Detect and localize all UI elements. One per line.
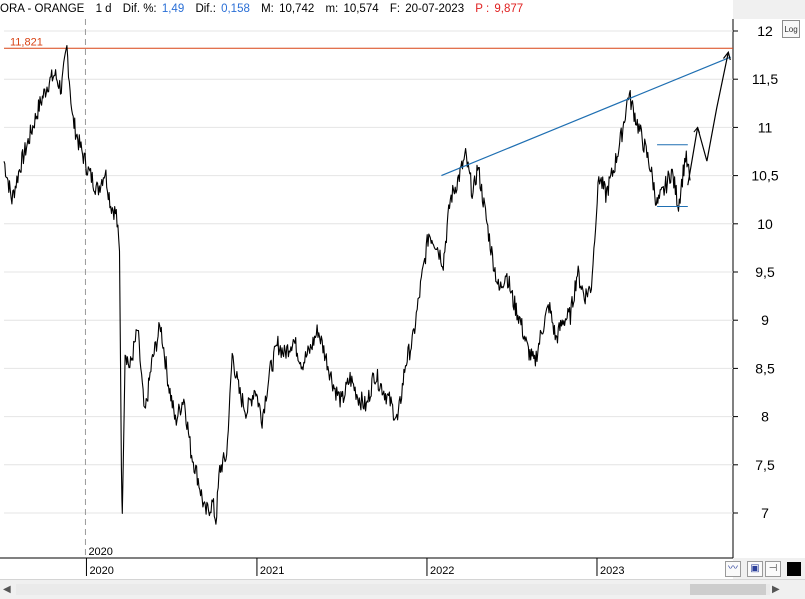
dif-pct-label: Dif. %: [122,3,157,15]
projection-mid-arrowhead [693,126,701,134]
y-tick-label: 8,5 [755,360,775,376]
plot-area [0,19,733,558]
y-tick-label: 9 [761,312,769,328]
y-tick-label: 7 [761,505,769,521]
interval-label: 1 d [95,3,112,15]
scroll-left-icon[interactable]: ◀ [3,584,11,595]
y-axis-panel [733,19,805,558]
trendline [441,56,731,177]
y-tick-label: 12 [757,23,773,39]
y-tick-label: 10 [757,216,773,232]
max-label: M: [261,3,274,15]
date-label: F: [389,3,401,15]
date-value: 20-07-2023 [405,3,465,15]
price-label: P : [475,3,490,15]
chart-header: ORA - ORANGE 1 d Dif. %: 1,49 Dif.: 0,15… [0,0,733,20]
dif-value: 0,158 [221,3,250,15]
x-axis-panel [0,558,733,579]
pin-icon[interactable]: ⊣ [765,561,781,577]
price-chart[interactable]: 7 7,5 8 8,5 9 9,5 10 10,5 11 11,5 12 2020 2021 2022 20… [0,0,805,579]
y-tick-label: 11 [758,119,773,135]
price-series-line [3,45,691,525]
projection-arrowhead [722,50,731,61]
y-tick-label: 9,5 [755,264,775,280]
min-value: 10,574 [343,3,379,15]
x-tick-label: 2020 [89,565,113,577]
scroll-track[interactable] [16,584,770,595]
horizontal-scrollbar[interactable]: ◀ ▶ [0,579,805,599]
scroll-thumb[interactable] [690,584,766,595]
y-tick-label: 8 [761,409,769,425]
color-swatch-icon[interactable] [787,562,801,576]
cursor-date-label: 2020 [88,546,112,558]
resistance-label: 11,821 [10,36,43,48]
scroll-right-icon[interactable]: ▶ [772,584,780,595]
max-value: 10,742 [279,3,315,15]
y-tick-label: 10,5 [751,168,778,184]
symbol-label: ORA - ORANGE [0,3,85,15]
min-label: m: [325,3,339,15]
projection-path [687,52,729,186]
price-value: 9,877 [494,3,524,15]
y-tick-label: 7,5 [755,457,775,473]
y-tick-label: 11,5 [752,71,778,87]
x-tick-label: 2022 [430,565,454,577]
x-tick-label: 2023 [600,565,624,577]
save-icon[interactable]: ▣ [747,561,763,577]
dif-label: Dif.: [195,3,216,15]
x-tick-label: 2021 [260,565,284,577]
draw-line-icon[interactable]: 〰 [725,561,741,577]
dif-pct-value: 1,49 [161,3,185,15]
log-scale-button[interactable]: Log [782,20,800,38]
